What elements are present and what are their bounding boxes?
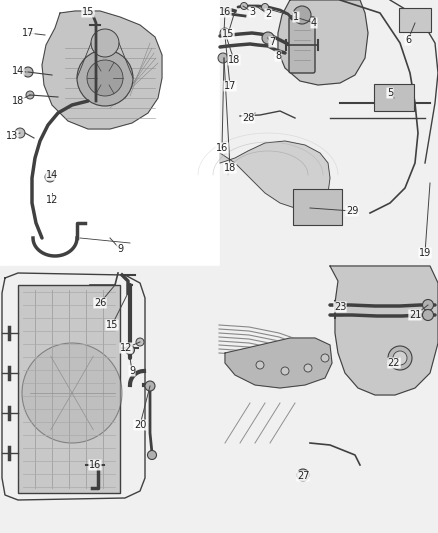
Text: 16: 16 xyxy=(216,143,228,153)
Circle shape xyxy=(77,50,133,106)
Text: 21: 21 xyxy=(409,310,421,320)
Circle shape xyxy=(45,172,55,182)
Text: 15: 15 xyxy=(82,7,94,17)
Text: 15: 15 xyxy=(222,29,234,39)
Text: 14: 14 xyxy=(46,170,58,180)
Text: 2: 2 xyxy=(265,9,271,19)
Text: 8: 8 xyxy=(275,51,281,61)
Circle shape xyxy=(91,29,119,57)
Text: 9: 9 xyxy=(117,244,123,254)
Polygon shape xyxy=(278,0,368,85)
Circle shape xyxy=(240,3,247,10)
Circle shape xyxy=(26,91,34,99)
Text: 23: 23 xyxy=(334,302,346,312)
Circle shape xyxy=(220,28,230,38)
Circle shape xyxy=(293,6,311,24)
Text: 28: 28 xyxy=(242,113,254,123)
Text: 29: 29 xyxy=(346,206,358,216)
Text: 5: 5 xyxy=(387,88,393,98)
Circle shape xyxy=(136,338,144,346)
FancyBboxPatch shape xyxy=(399,8,431,32)
Circle shape xyxy=(304,364,312,372)
Circle shape xyxy=(15,128,25,138)
Text: 17: 17 xyxy=(224,81,236,91)
Circle shape xyxy=(393,351,407,365)
Text: 19: 19 xyxy=(419,248,431,258)
Circle shape xyxy=(281,367,289,375)
Text: 4: 4 xyxy=(311,18,317,28)
Text: 18: 18 xyxy=(224,163,236,173)
Circle shape xyxy=(148,450,156,459)
Text: 20: 20 xyxy=(134,420,146,430)
Text: 18: 18 xyxy=(228,55,240,65)
Circle shape xyxy=(218,53,228,63)
Text: 9: 9 xyxy=(129,366,135,376)
Polygon shape xyxy=(330,266,438,395)
Text: 13: 13 xyxy=(6,131,18,141)
Text: 17: 17 xyxy=(22,28,34,38)
Text: 15: 15 xyxy=(106,320,118,330)
Polygon shape xyxy=(42,11,162,129)
Polygon shape xyxy=(220,141,330,208)
Circle shape xyxy=(145,381,155,391)
Circle shape xyxy=(388,346,412,370)
Circle shape xyxy=(22,343,122,443)
Text: 3: 3 xyxy=(249,7,255,17)
Polygon shape xyxy=(220,0,438,266)
Text: 16: 16 xyxy=(89,460,101,470)
FancyBboxPatch shape xyxy=(293,189,342,225)
Text: 18: 18 xyxy=(12,96,24,106)
Text: 12: 12 xyxy=(46,195,58,205)
Text: 16: 16 xyxy=(219,7,231,17)
Text: 6: 6 xyxy=(405,35,411,45)
Circle shape xyxy=(297,469,309,481)
Circle shape xyxy=(423,300,434,311)
FancyBboxPatch shape xyxy=(289,17,315,73)
Text: 1: 1 xyxy=(293,12,299,22)
Circle shape xyxy=(262,32,274,44)
FancyBboxPatch shape xyxy=(18,285,120,493)
Text: 27: 27 xyxy=(297,471,309,481)
Text: 7: 7 xyxy=(269,37,275,47)
Text: 12: 12 xyxy=(120,343,132,353)
Circle shape xyxy=(261,4,268,11)
Text: 26: 26 xyxy=(94,298,106,308)
Polygon shape xyxy=(219,266,438,533)
Circle shape xyxy=(256,361,264,369)
Circle shape xyxy=(126,345,134,354)
Circle shape xyxy=(23,67,33,77)
Text: 14: 14 xyxy=(12,66,24,76)
FancyBboxPatch shape xyxy=(374,84,414,111)
Polygon shape xyxy=(0,266,219,533)
Text: 22: 22 xyxy=(388,358,400,368)
Circle shape xyxy=(423,310,434,320)
Polygon shape xyxy=(225,338,332,388)
Circle shape xyxy=(321,354,329,362)
Circle shape xyxy=(87,60,123,96)
